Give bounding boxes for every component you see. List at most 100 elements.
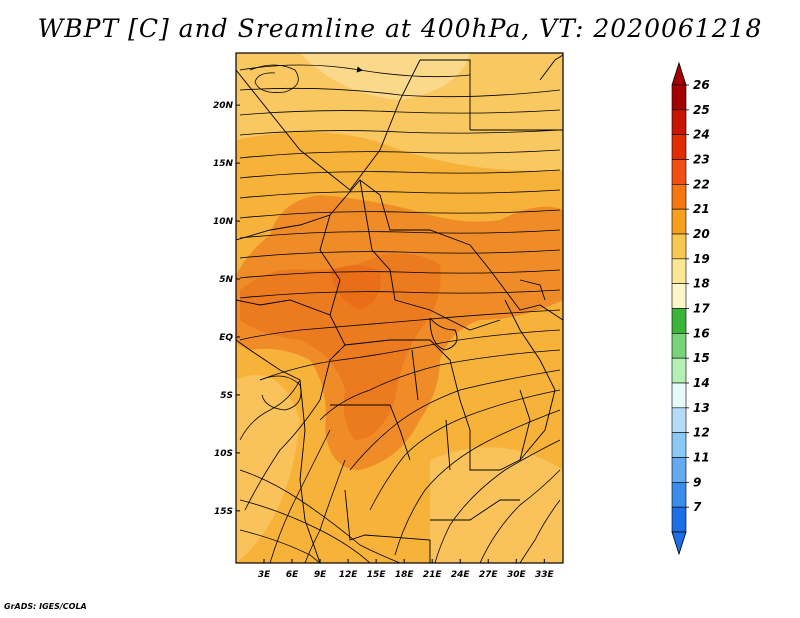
streamline	[244, 399, 321, 511]
coastline	[539, 54, 563, 81]
border-line	[519, 279, 546, 301]
lat-tick-label: 5N	[219, 275, 233, 285]
colorbar: 26 25 24 23 22 21 20 19 18 17 16 15 14 13 12 11 9 7	[671, 61, 710, 556]
lat-axis: 20N 15N 10N 5N EQ 5S 10S 15S	[213, 101, 240, 517]
lat-tick-label: 15N	[213, 159, 234, 169]
colorbar-bottom-arrow	[671, 531, 687, 556]
colorbar-swatch	[671, 184, 687, 210]
colorbar-label: 11	[693, 451, 710, 465]
border-line	[394, 299, 501, 331]
map-plot-area	[236, 53, 563, 563]
colorbar-label: 26	[693, 78, 710, 92]
country-borders	[236, 54, 563, 563]
streamline	[239, 87, 561, 98]
colorbar-label: 16	[693, 326, 710, 340]
grads-credit: GrADS: IGES/COLA	[4, 602, 87, 611]
colorbar-swatch	[671, 432, 687, 458]
streamlines	[239, 64, 561, 563]
colorbar-label: 17	[693, 302, 710, 316]
lat-tick-label: 15S	[214, 507, 233, 517]
streamline	[269, 429, 331, 563]
lake-malawi	[445, 419, 451, 471]
streamline	[369, 389, 561, 511]
field-north-lightest	[300, 53, 470, 100]
colorbar-swatch	[671, 258, 687, 284]
colorbar-label: 25	[693, 103, 710, 117]
lat-tick-label: EQ	[219, 333, 233, 343]
lon-tick-label: 30E	[507, 570, 527, 580]
colorbar-label: 7	[693, 500, 702, 514]
colorbar-swatch	[671, 333, 687, 359]
colorbar-swatch	[671, 84, 687, 111]
lon-tick-label: 12E	[339, 570, 359, 580]
colorbar-label: 23	[693, 153, 710, 167]
streamline	[239, 189, 561, 199]
streamline	[259, 329, 561, 381]
border-line	[344, 339, 461, 401]
streamline	[239, 289, 561, 299]
streamline	[239, 309, 561, 341]
field-southeast-light	[430, 447, 563, 563]
lat-tick-label: 5S	[220, 391, 233, 401]
streamline	[239, 529, 321, 563]
border-line	[319, 214, 341, 316]
colorbar-swatch	[671, 407, 687, 433]
streamline	[239, 499, 371, 563]
streamline-vortex	[259, 375, 302, 411]
border-line	[236, 59, 421, 191]
lon-tick-label: 33E	[535, 570, 555, 580]
streamline	[239, 169, 561, 179]
streamline	[239, 64, 471, 78]
coastline	[236, 339, 321, 563]
streamline	[239, 209, 561, 219]
colorbar-label: 12	[693, 426, 710, 440]
lon-tick-label: 15E	[367, 570, 387, 580]
lat-tick-label: 20N	[213, 101, 234, 111]
streamline	[239, 469, 401, 563]
field-hot-spot	[330, 265, 381, 310]
colorbar-label: 14	[693, 376, 710, 390]
colorbar-label: 19	[693, 252, 710, 266]
colorbar-label: 24	[693, 128, 710, 142]
colorbar-label: 9	[693, 475, 701, 489]
lon-tick-label: 24E	[451, 570, 471, 580]
colorbar-label: 21	[693, 202, 710, 216]
lon-tick-label: 18E	[395, 570, 415, 580]
colorbar-swatch	[671, 159, 687, 185]
lon-axis: 3E 6E 9E 12E 15E 18E 21E 24E 27E 30E 33E	[258, 559, 555, 580]
lake-victoria	[429, 317, 458, 351]
colorbar-label: 20	[693, 227, 710, 241]
colorbar-swatch	[671, 109, 687, 135]
streamline	[239, 149, 561, 159]
colorbar-swatch	[671, 457, 687, 483]
border-line	[344, 489, 431, 563]
lake-tanganyika	[411, 349, 419, 401]
streamline	[239, 269, 561, 279]
colorbar-swatch	[671, 233, 687, 260]
colorbar-swatch	[671, 134, 687, 160]
lon-tick-label: 6E	[286, 570, 299, 580]
lon-tick-label: 3E	[258, 570, 271, 580]
streamline	[434, 439, 561, 563]
border-line	[420, 59, 471, 130]
colorbar-label: 15	[693, 351, 710, 365]
colorbar-swatch	[671, 506, 687, 533]
colorbar-swatch	[671, 308, 687, 334]
streamline	[239, 379, 301, 441]
streamline	[239, 109, 561, 116]
streamline	[319, 349, 561, 421]
lon-tick-label: 9E	[314, 570, 327, 580]
map-title: WBPT [C] and Sreamline at 400hPa, VT: 20…	[37, 14, 763, 43]
colorbar-swatch	[671, 357, 687, 384]
border-line	[469, 244, 563, 321]
colorbar-label: 18	[693, 277, 710, 291]
streamline	[519, 499, 561, 563]
lat-tick-label: 10N	[213, 217, 234, 227]
colorbar-top-arrow	[671, 61, 687, 86]
colorbar-swatch	[671, 208, 687, 235]
colorbar-swatch	[671, 382, 687, 409]
colorbar-label: 13	[693, 401, 710, 415]
border-line	[359, 179, 396, 301]
colorbar-label: 22	[693, 177, 710, 191]
border-line	[236, 299, 346, 401]
